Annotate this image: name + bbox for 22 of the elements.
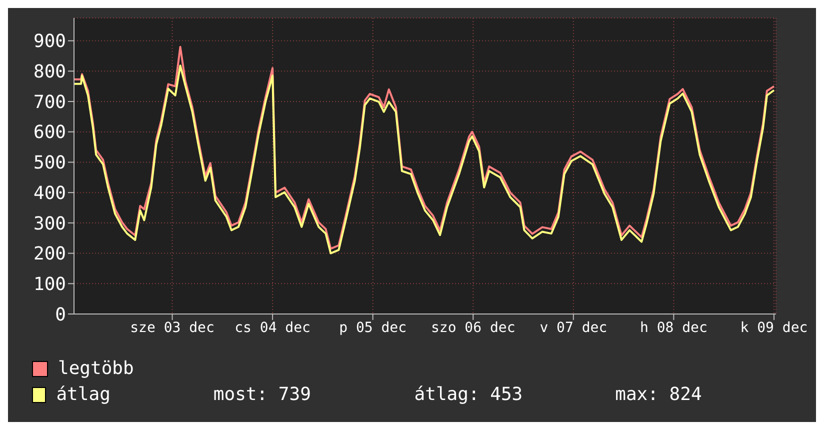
y-tick-label: 200 [33,244,66,265]
text: most: 739 [213,383,312,407]
y-tick-label: 300 [33,213,66,234]
x-tick-label: h 08 dec [640,320,708,336]
text: átlag: 453 [414,383,524,407]
x-tick-label: szo 06 dec [430,320,516,336]
y-tick-label: 800 [33,62,66,83]
y-tick-label: 900 [33,31,66,52]
y-tick-label: 700 [33,92,66,113]
x-tick-label: k 09 dec [740,320,808,336]
x-tick-label: sze 03 dec [130,320,214,336]
x-tick-label: p 05 dec [339,320,407,336]
x-tick-label: cs 04 dec [234,320,310,336]
y-tick-label: 0 [55,304,66,326]
x-tick-label: v 07 dec [540,320,608,336]
text: max: 824 [615,383,703,407]
y-tick-label: 600 [33,122,66,144]
legend-label: legtöbb [58,357,135,381]
y-tick-label: 100 [33,274,66,296]
legend-label: átlag [56,383,112,407]
y-tick-label: 500 [33,152,66,174]
y-tick-label: 400 [33,182,66,204]
